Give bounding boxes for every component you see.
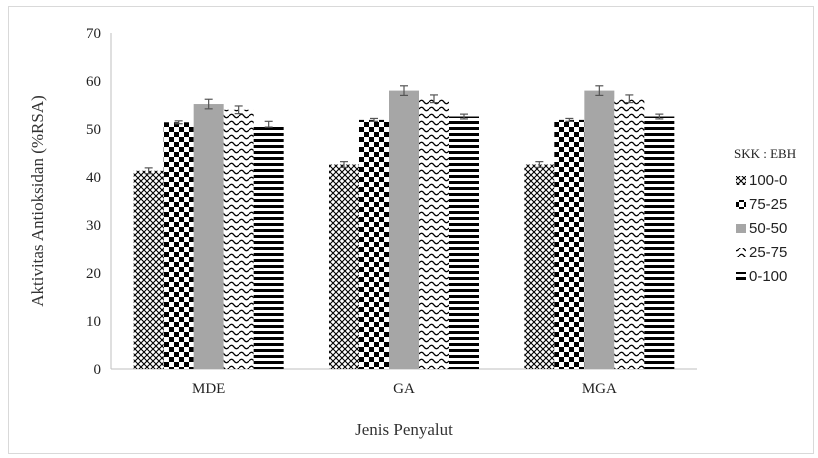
- error-bar: [400, 85, 408, 97]
- error-bar: [204, 98, 213, 110]
- y-tick-label: 20: [86, 266, 101, 282]
- error-bar: [340, 161, 348, 168]
- error-bar: [625, 94, 634, 104]
- error-bar: [234, 105, 243, 115]
- error-bars-group: [144, 85, 664, 175]
- bar: [329, 164, 359, 369]
- error-bar: [144, 167, 153, 175]
- legend-label: 50-50: [749, 220, 787, 237]
- error-bar: [535, 161, 544, 168]
- y-tick-label: 50: [86, 122, 101, 138]
- x-axis-title: Jenis Penyalut: [355, 420, 453, 439]
- error-bar: [264, 120, 273, 128]
- bar: [644, 116, 675, 370]
- legend-label: 0-100: [749, 268, 787, 285]
- error-bar: [370, 117, 378, 122]
- error-bar: [460, 113, 468, 120]
- y-tick-label: 10: [86, 314, 101, 330]
- legend-swatch: [736, 272, 746, 281]
- bar: [163, 122, 194, 369]
- bar: [193, 104, 224, 369]
- bar: [584, 90, 615, 369]
- legend-label: 100-0: [749, 172, 787, 189]
- x-tick-label: MDE: [192, 381, 225, 397]
- legend-swatch: [736, 224, 746, 233]
- error-bar: [174, 120, 183, 125]
- legend: SKK : EBH 100-0 75-25 50-50 25-75 0-100: [734, 146, 796, 285]
- bar: [614, 98, 645, 369]
- legend-label: 25-75: [749, 244, 787, 261]
- bar: [524, 164, 555, 369]
- y-tick-labels: 0 10 20 30 40 50 60 70: [86, 26, 101, 378]
- bar: [223, 109, 254, 370]
- error-bar: [430, 94, 438, 104]
- legend-swatch: [736, 248, 746, 257]
- legend-title: SKK : EBH: [734, 146, 796, 161]
- y-axis-title: Aktivitas Antioksidan (%RSA): [28, 95, 47, 307]
- bar: [419, 98, 449, 369]
- error-bar: [655, 113, 664, 120]
- legend-swatch: [736, 176, 746, 185]
- bar: [359, 119, 389, 369]
- antioxidant-bar-chart: 0 10 20 30 40 50 60 70 MDE GA MGA Aktivitas Antio…: [28, 26, 796, 439]
- x-tick-labels: MDE GA MGA: [192, 381, 617, 397]
- legend-swatch: [736, 200, 746, 209]
- bar: [389, 90, 419, 369]
- legend-label: 75-25: [749, 196, 787, 213]
- y-tick-label: 30: [86, 218, 101, 234]
- chart-frame: 0 10 20 30 40 50 60 70 MDE GA MGA Aktivitas Antio…: [8, 6, 814, 454]
- bar: [133, 170, 164, 369]
- bar: [253, 124, 284, 369]
- y-tick-label: 60: [86, 74, 101, 90]
- bar: [554, 119, 585, 369]
- y-tick-label: 0: [94, 362, 102, 378]
- error-bar: [565, 117, 574, 122]
- y-tick-label: 40: [86, 170, 101, 186]
- bar: [449, 116, 479, 370]
- y-tick-label: 70: [86, 26, 101, 42]
- x-tick-label: GA: [393, 381, 415, 397]
- x-tick-label: MGA: [582, 381, 617, 397]
- bar-series-group: [133, 90, 675, 370]
- error-bar: [595, 85, 604, 97]
